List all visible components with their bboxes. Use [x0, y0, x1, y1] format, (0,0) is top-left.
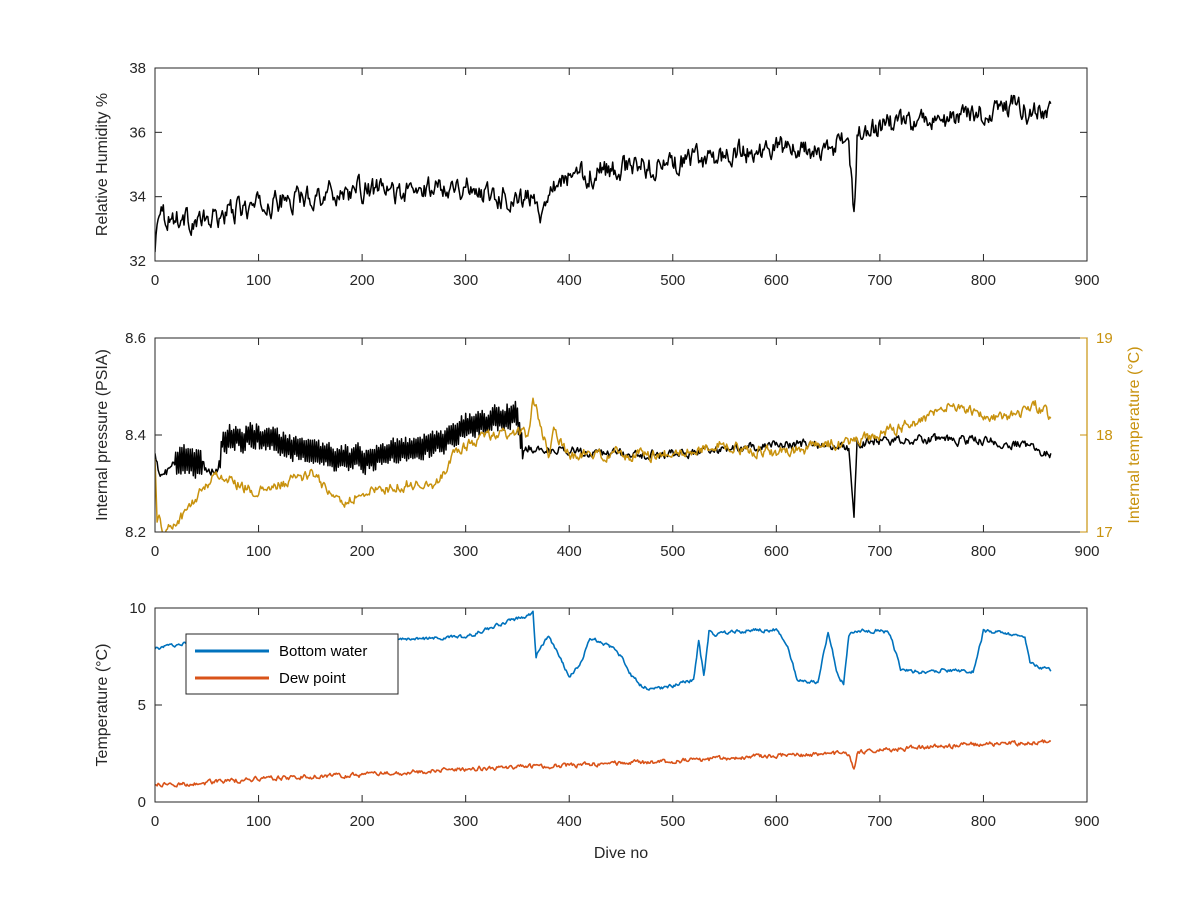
humidity-panel: 0 100 200 300 400 500 600 700 800 900 32 34 36 38 Rela…: [94, 60, 1100, 289]
axes-frame: [154, 67, 1088, 262]
y-axis-label: Internal pressure (PSIA): [94, 349, 111, 521]
y-tick-label: 5: [138, 697, 146, 714]
x-tick-label: 800: [971, 813, 996, 830]
x-tick-label: 700: [867, 543, 892, 560]
y2-axis-label: Internal temperature (°C): [1126, 346, 1143, 523]
x-tick-label: 300: [453, 543, 478, 560]
y-axis-label: Temperature (°C): [94, 644, 111, 767]
legend-label: Bottom water: [279, 643, 367, 660]
x-tick-label: 800: [971, 272, 996, 289]
series-1-1-line: [155, 397, 1052, 532]
x-tick-label: 900: [1074, 813, 1099, 830]
x-axis-label: Dive no: [594, 845, 648, 862]
dew-point-line: [155, 739, 1052, 788]
x-tick-label: 300: [453, 272, 478, 289]
y-tick-label: 0: [138, 794, 146, 811]
x-tick-label: 500: [660, 272, 685, 289]
x-tick-label: 500: [660, 543, 685, 560]
pressure-temperature-panel: 0 100 200 300 400 500 600 700 800 900 8.2 8.4 8.6 17 1…: [94, 330, 1143, 560]
x-tick-label: 100: [246, 272, 271, 289]
x-tick-label: 900: [1074, 543, 1099, 560]
y-tick-label: 8.6: [125, 330, 146, 347]
y2-tick-label: 17: [1096, 524, 1113, 541]
x-tick-label: 200: [350, 813, 375, 830]
y-tick-label: 8.4: [125, 427, 146, 444]
legend: Bottom water Dew point: [185, 633, 399, 695]
x-tick-label: 400: [557, 543, 582, 560]
series-1-0-line: [155, 400, 1052, 518]
y-tick-label: 32: [129, 253, 146, 270]
x-tick-label: 300: [453, 813, 478, 830]
x-tick-label: 100: [246, 813, 271, 830]
x-tick-label: 600: [764, 813, 789, 830]
x-tick-label: 800: [971, 543, 996, 560]
y-tick-label: 34: [129, 189, 146, 206]
legend-label: Dew point: [279, 670, 347, 687]
y-tick-label: 8.2: [125, 524, 146, 541]
y-axis-label: Relative Humidity %: [94, 93, 111, 236]
x-tick-label: 700: [867, 272, 892, 289]
x-tick-label: 600: [764, 272, 789, 289]
series-0-0-line: [155, 94, 1052, 253]
x-tick-label: 200: [350, 272, 375, 289]
x-tick-label: 400: [557, 272, 582, 289]
x-tick-label: 0: [151, 813, 159, 830]
y2-tick-label: 18: [1096, 427, 1113, 444]
x-tick-label: 500: [660, 813, 685, 830]
y-tick-label: 10: [129, 600, 146, 617]
y-tick-label: 38: [129, 60, 146, 77]
x-tick-label: 100: [246, 543, 271, 560]
y-tick-label: 36: [129, 124, 146, 141]
x-tick-label: 700: [867, 813, 892, 830]
x-tick-label: 0: [151, 543, 159, 560]
legend-box: [185, 633, 399, 695]
x-tick-label: 600: [764, 543, 789, 560]
temperature-panel: 0 100 200 300 400 500 600 700 800 900 0 5 10 Temperat…: [94, 600, 1100, 862]
x-tick-label: 0: [151, 272, 159, 289]
x-tick-label: 400: [557, 813, 582, 830]
x-tick-label: 900: [1074, 272, 1099, 289]
x-tick-label: 200: [350, 543, 375, 560]
y2-tick-label: 19: [1096, 330, 1113, 347]
